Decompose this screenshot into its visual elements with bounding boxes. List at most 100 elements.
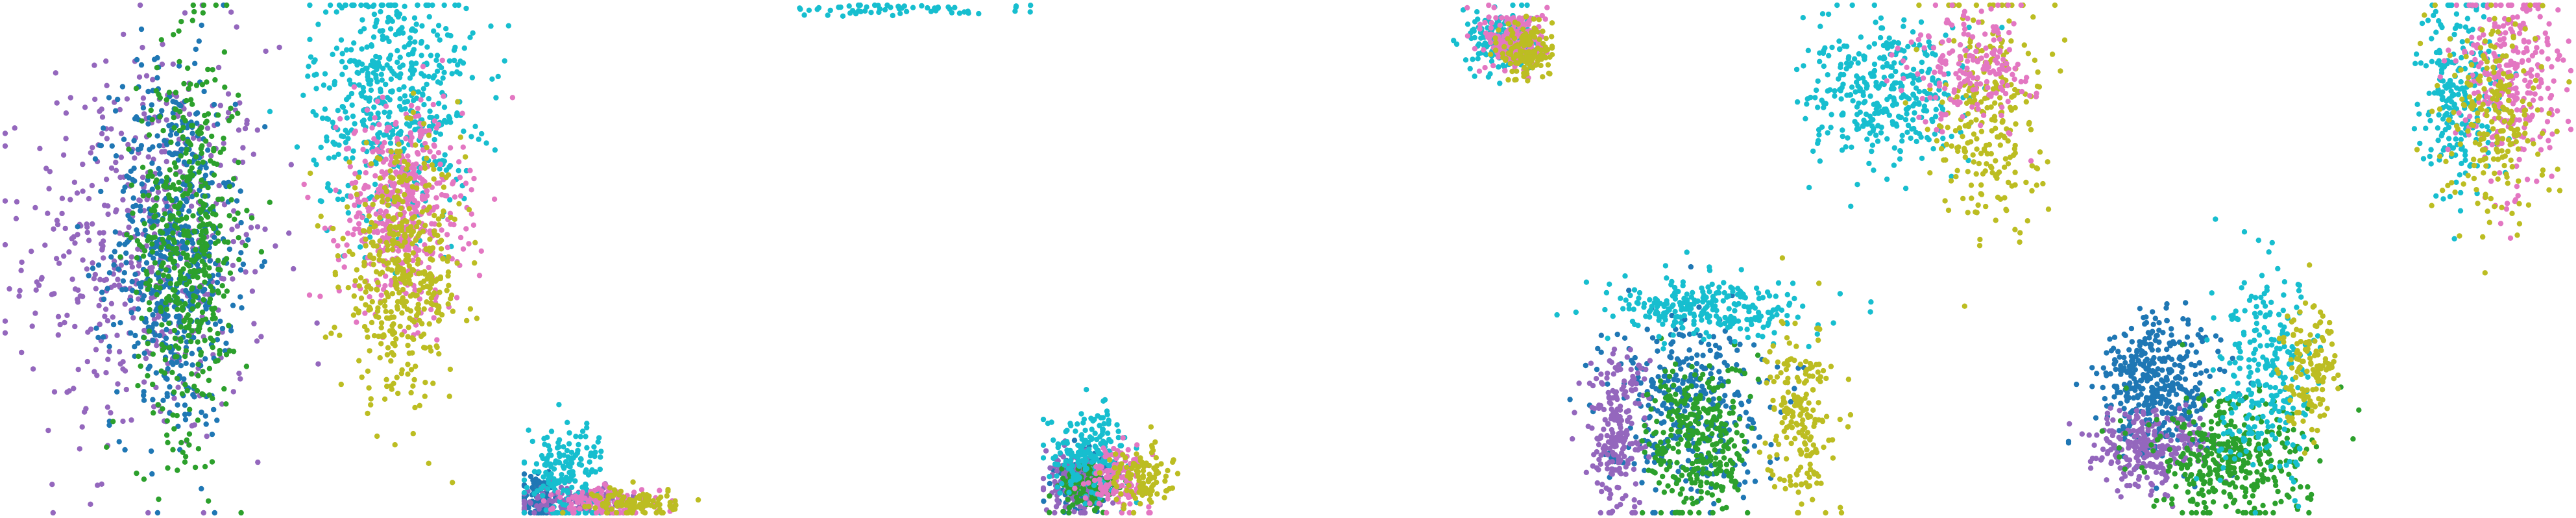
data-point [84,229,90,236]
data-point [202,286,208,293]
data-point [1136,478,1142,484]
data-point [132,155,138,161]
data-point [1082,427,1088,434]
data-point [1464,21,1471,27]
data-point [414,203,420,208]
data-point [154,184,161,190]
data-point [556,444,562,450]
data-point [166,320,172,327]
data-point [91,276,97,282]
data-point [565,489,571,496]
data-point [226,323,232,328]
data-point [371,70,376,76]
data-point [324,116,330,121]
data-point [1104,430,1111,436]
data-point [379,144,385,150]
data-point [175,402,180,408]
data-point [229,227,235,232]
data-point [347,164,353,169]
data-point [388,149,394,154]
data-point [109,143,115,149]
data-point [164,142,170,147]
data-point [158,300,164,306]
data-point [460,144,466,150]
data-point [419,321,425,327]
data-point [385,218,391,224]
data-point [160,272,167,278]
data-point [160,42,165,47]
data-point [153,88,159,94]
data-point [345,136,351,142]
data-point [447,210,454,216]
data-point [405,371,411,377]
data-point [379,199,385,204]
data-point [412,404,418,411]
data-point [199,150,204,156]
data-point [84,221,90,227]
data-point [529,438,535,445]
data-point [388,16,394,22]
data-point [2,318,8,324]
data-point [660,510,666,516]
data-point [141,221,147,227]
data-point [47,169,53,175]
data-point [1047,474,1052,480]
data-point [140,95,147,101]
data-point [451,47,457,53]
data-point [318,214,324,219]
data-point [322,71,328,77]
data-point [361,184,367,191]
data-point [393,119,399,126]
data-point [420,92,426,98]
data-point [402,3,407,9]
data-point [1111,470,1117,476]
data-point [180,135,186,142]
data-point [190,213,196,219]
data-point [186,86,191,92]
data-point [415,301,421,308]
data-point [209,133,215,140]
data-point [1154,463,1160,469]
data-point [200,297,206,302]
data-point [368,402,374,408]
data-point [184,315,189,321]
data-point [395,299,401,305]
data-point [186,159,193,165]
data-point [211,172,217,178]
data-point [313,162,319,167]
data-point [367,81,373,87]
data-point [145,373,151,379]
data-point [433,57,439,64]
data-point [368,87,374,93]
data-point [171,125,177,131]
data-point [146,282,152,289]
data-point [527,499,533,505]
data-point [188,97,194,103]
data-point [436,304,442,311]
data-point [138,145,143,152]
data-point [492,147,498,153]
data-point [152,260,158,266]
data-point [101,277,107,283]
data-point [858,8,864,15]
data-point [630,479,636,485]
data-point [365,368,371,374]
data-point [1085,440,1091,446]
data-point [1147,471,1152,477]
data-point [200,159,206,165]
data-point [1475,16,1481,22]
data-point [392,442,398,448]
data-point [1097,470,1103,476]
data-point [431,118,438,124]
data-point [383,315,390,321]
data-point [134,227,140,233]
data-point [1102,440,1109,446]
data-point [435,23,442,29]
data-point [371,255,377,262]
data-point [189,306,195,312]
data-point [236,256,242,263]
data-point [211,148,217,154]
data-point [470,30,476,36]
data-point [592,505,598,511]
data-point [397,55,403,60]
